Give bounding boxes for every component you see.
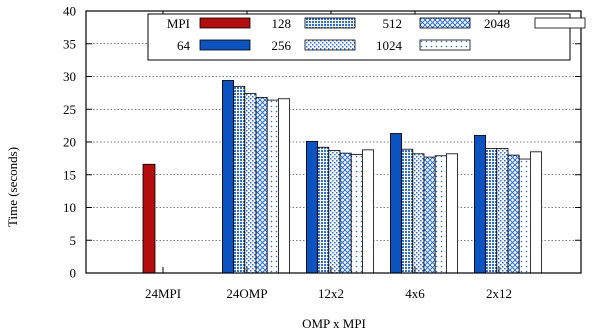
x-tick-label: 24MPI bbox=[145, 286, 181, 301]
bar-64-24OMP bbox=[221, 80, 234, 274]
y-tick-label: 35 bbox=[63, 36, 76, 51]
bar-512-2x12 bbox=[507, 154, 520, 274]
bar-2048-2x12 bbox=[530, 151, 543, 274]
bar-1024-2x12 bbox=[518, 158, 531, 274]
y-tick-label: 5 bbox=[70, 233, 77, 248]
legend-swatch-1024 bbox=[419, 39, 471, 51]
bar-64-12x2 bbox=[305, 140, 318, 274]
bar-2048-12x2 bbox=[361, 149, 374, 274]
bar-1024-24OMP bbox=[266, 99, 279, 274]
y-tick-label: 40 bbox=[63, 4, 76, 19]
bar-256-4x6 bbox=[412, 153, 425, 274]
bar-256-2x12 bbox=[496, 148, 509, 274]
x-tick-label: 24OMP bbox=[226, 286, 267, 301]
y-tick-label: 25 bbox=[63, 102, 76, 117]
bar-128-2x12 bbox=[485, 148, 498, 274]
y-tick-label: 0 bbox=[70, 266, 77, 281]
plot-frame bbox=[85, 10, 582, 274]
legend-swatch-64 bbox=[199, 39, 251, 51]
x-tick-label: 12x2 bbox=[318, 286, 344, 301]
bar-1024-12x2 bbox=[350, 154, 363, 274]
bar-64-2x12 bbox=[473, 135, 486, 274]
bar-1024-4x6 bbox=[434, 155, 447, 274]
y-tick-label: 10 bbox=[63, 200, 76, 215]
legend-label: MPI bbox=[167, 16, 190, 31]
legend-label: 2048 bbox=[484, 16, 510, 31]
legend-swatch-MPI bbox=[199, 17, 251, 29]
legend-label: 64 bbox=[177, 38, 191, 53]
x-tick-label: 4x6 bbox=[405, 286, 425, 301]
legend-swatch-2048 bbox=[534, 17, 586, 29]
bar-128-24OMP bbox=[233, 85, 246, 274]
legend-label: 512 bbox=[383, 16, 403, 31]
bar-2048-4x6 bbox=[445, 153, 458, 274]
axes bbox=[85, 10, 582, 274]
legend: MPI 128 512 2048 64 256 1024 bbox=[147, 13, 586, 61]
bar-512-4x6 bbox=[423, 156, 436, 274]
bar-512-12x2 bbox=[339, 152, 352, 274]
bar-128-12x2 bbox=[317, 146, 330, 274]
legend-label: 1024 bbox=[376, 38, 403, 53]
legend-label: 256 bbox=[272, 38, 292, 53]
bar-256-24OMP bbox=[244, 93, 257, 274]
y-axis-title: Time (seconds) bbox=[5, 147, 20, 227]
bar-512-24OMP bbox=[255, 97, 268, 274]
bar-MPI-24MPI bbox=[142, 163, 156, 274]
bar-64-4x6 bbox=[389, 133, 402, 274]
legend-swatch-256 bbox=[304, 39, 356, 51]
x-axis-title: OMP x MPI bbox=[302, 316, 366, 331]
y-tick-label: 20 bbox=[63, 135, 76, 150]
bar-2048-24OMP bbox=[277, 98, 290, 274]
legend-swatch-512 bbox=[419, 17, 471, 29]
bar-128-4x6 bbox=[401, 148, 414, 274]
y-tick-label: 30 bbox=[63, 69, 76, 84]
legend-swatch-128 bbox=[304, 17, 356, 29]
bar-256-12x2 bbox=[328, 150, 341, 274]
legend-label: 128 bbox=[272, 16, 292, 31]
x-tick-label: 2x12 bbox=[486, 286, 512, 301]
y-tick-label: 15 bbox=[63, 167, 76, 182]
tick-labels: 0 5 10 15 20 25 30 35 40 24MPI 24OMP 12x2 4x6 2x12 bbox=[63, 4, 512, 302]
